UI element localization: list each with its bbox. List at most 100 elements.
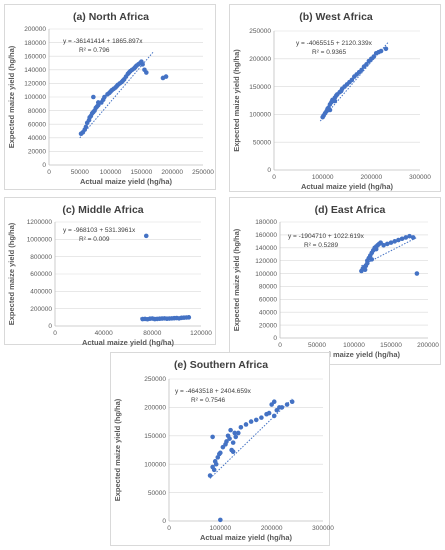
data-point bbox=[327, 107, 333, 113]
x-tick-label: 0 bbox=[53, 330, 57, 337]
data-point bbox=[399, 236, 405, 242]
y-tick-label: 250000 bbox=[144, 376, 166, 383]
data-point bbox=[207, 473, 213, 478]
data-point bbox=[381, 242, 386, 248]
data-point bbox=[378, 48, 384, 54]
x-tick-label: 0 bbox=[167, 525, 171, 532]
y-tick-label: 100000 bbox=[144, 461, 166, 468]
data-point bbox=[378, 240, 383, 245]
chart-panel-west-africa: 0 50000 100000 150000 200000 250000 0 100000 200… bbox=[229, 4, 441, 192]
data-point bbox=[238, 424, 244, 430]
chart-title: (c) Middle Africa bbox=[62, 204, 143, 216]
y-tick-label: 200000 bbox=[30, 306, 52, 313]
scatter-plot-svg: 0 200000 400000 600000 800000 1000000 1200000 0… bbox=[7, 204, 212, 347]
data-point bbox=[373, 246, 379, 252]
data-point bbox=[371, 54, 377, 59]
chart-panel-north-africa: 0 20000 40000 60000 80000 100000 120000 140000 1… bbox=[4, 4, 216, 190]
x-tick-label: 50000 bbox=[308, 342, 326, 349]
y-tick-label: 120000 bbox=[255, 258, 277, 265]
data-point bbox=[414, 271, 420, 276]
data-point bbox=[289, 399, 295, 405]
data-point bbox=[279, 405, 285, 410]
data-point bbox=[332, 98, 338, 104]
data-point bbox=[230, 440, 236, 445]
regression-equation: y = -4643518 + 2404.659x bbox=[175, 388, 252, 395]
data-point bbox=[236, 430, 241, 436]
y-tick-label: 20000 bbox=[259, 322, 277, 329]
x-tick-label: 100000 bbox=[209, 525, 231, 532]
x-tick-label: 40000 bbox=[95, 330, 113, 337]
r-squared-label: R² = 0.9365 bbox=[312, 49, 347, 56]
regression-equation: y = -36141414 + 1865.897x bbox=[63, 38, 143, 45]
regression-equation: y = -4065515 + 2120.339x bbox=[296, 40, 373, 47]
data-point bbox=[410, 235, 416, 240]
chart-title: (a) North Africa bbox=[73, 11, 149, 23]
data-point bbox=[213, 461, 219, 467]
y-tick-label: 0 bbox=[273, 335, 277, 342]
data-point bbox=[140, 62, 145, 67]
x-tick-label: 0 bbox=[47, 169, 51, 176]
scatter-plot-svg: 0 20000 40000 60000 80000 100000 120000 140000 1… bbox=[232, 204, 439, 359]
scatter-plot-svg: 0 20000 40000 60000 80000 100000 120000 140000 1… bbox=[7, 11, 214, 186]
x-tick-label: 100000 bbox=[312, 174, 334, 181]
data-point bbox=[218, 517, 223, 523]
x-tick-label: 200000 bbox=[261, 525, 283, 532]
y-tick-label: 60000 bbox=[259, 297, 277, 304]
y-axis-label: Expected maize yield (hg/ha) bbox=[232, 49, 241, 152]
y-tick-label: 1000000 bbox=[27, 237, 53, 244]
x-tick-label: 80000 bbox=[143, 330, 161, 337]
scatter-plot-svg: 0 50000 100000 150000 200000 250000 0 100000 200… bbox=[232, 11, 431, 191]
data-point bbox=[83, 124, 89, 130]
data-point bbox=[163, 74, 169, 79]
trendline bbox=[209, 398, 293, 479]
x-tick-label: 0 bbox=[278, 342, 282, 349]
y-tick-label: 150000 bbox=[144, 433, 166, 440]
scatter-plot-svg: 0 50000 100000 150000 200000 250000 0 100000 200… bbox=[113, 359, 334, 542]
r-squared-label: R² = 0.796 bbox=[79, 47, 110, 54]
x-tick-label: 150000 bbox=[131, 169, 153, 176]
x-axis-label: Actual maize yield (hg/ha) bbox=[80, 177, 173, 186]
y-tick-label: 120000 bbox=[24, 81, 46, 88]
data-point bbox=[259, 415, 264, 420]
chart-panel-middle-africa: 0 200000 400000 600000 800000 1000000 1200000 0… bbox=[4, 197, 216, 347]
x-tick-label: 100000 bbox=[343, 342, 365, 349]
x-tick-label: 50000 bbox=[71, 169, 89, 176]
x-tick-label: 300000 bbox=[312, 525, 334, 532]
y-tick-label: 600000 bbox=[30, 271, 52, 278]
data-point bbox=[407, 233, 412, 239]
x-axis-label: Actual maize yield (hg/ha) bbox=[301, 182, 394, 191]
y-tick-label: 160000 bbox=[24, 53, 46, 60]
data-point bbox=[369, 257, 375, 262]
r-squared-label: R² = 0.5289 bbox=[304, 242, 339, 249]
x-tick-label: 120000 bbox=[190, 330, 212, 337]
y-axis-label: Expected maize yield (hg/ha) bbox=[7, 45, 16, 148]
y-tick-label: 80000 bbox=[28, 108, 46, 115]
y-tick-label: 0 bbox=[48, 323, 52, 330]
data-point bbox=[227, 436, 232, 441]
data-point bbox=[211, 467, 217, 473]
data-point bbox=[385, 241, 390, 247]
data-point bbox=[243, 422, 249, 427]
data-point bbox=[383, 46, 389, 52]
x-tick-label: 250000 bbox=[192, 169, 214, 176]
data-point bbox=[186, 315, 192, 320]
y-tick-label: 50000 bbox=[253, 139, 271, 146]
regression-equation: y = -968103 + 531.3961x bbox=[63, 227, 136, 234]
x-tick-label: 200000 bbox=[161, 169, 183, 176]
y-axis-label: Expected maize yield (hg/ha) bbox=[7, 222, 16, 325]
data-point bbox=[392, 239, 397, 244]
y-axis-label: Expected maize yield (hg/ha) bbox=[113, 398, 122, 501]
chart-title: (b) West Africa bbox=[299, 11, 373, 23]
x-tick-label: 200000 bbox=[360, 174, 382, 181]
y-axis-label: Expected maize yield (hg/ha) bbox=[232, 228, 241, 331]
data-point bbox=[228, 427, 233, 433]
y-tick-label: 0 bbox=[267, 167, 271, 174]
data-point bbox=[266, 410, 272, 416]
chart-panel-southern-africa: 0 50000 100000 150000 200000 250000 0 100000 200… bbox=[110, 352, 334, 546]
data-point bbox=[232, 430, 238, 436]
y-tick-label: 40000 bbox=[259, 309, 277, 316]
chart-panel-east-africa: 0 20000 40000 60000 80000 100000 120000 140000 1… bbox=[229, 197, 441, 365]
data-point bbox=[95, 100, 101, 105]
x-axis-label: Actual maize yield (hg/ha) bbox=[200, 533, 293, 542]
data-point bbox=[253, 417, 259, 423]
